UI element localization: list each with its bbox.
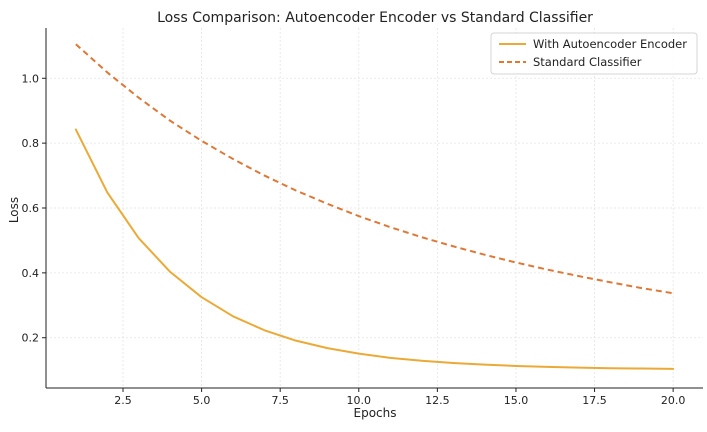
x-tick-label: 17.5 xyxy=(582,394,607,407)
x-tick-label: 7.5 xyxy=(271,394,289,407)
legend-label-standard: Standard Classifier xyxy=(533,55,642,69)
chart-title: Loss Comparison: Autoencoder Encoder vs … xyxy=(157,10,593,26)
x-tick-label: 5.0 xyxy=(193,394,211,407)
y-tick-label: 0.2 xyxy=(22,332,40,345)
y-tick-label: 0.6 xyxy=(22,202,40,215)
y-tick-label: 0.8 xyxy=(22,137,40,150)
x-tick-label: 15.0 xyxy=(504,394,529,407)
y-tick-label: 0.4 xyxy=(22,267,40,280)
x-tick-label: 12.5 xyxy=(425,394,450,407)
legend-label-autoencoder: With Autoencoder Encoder xyxy=(533,37,687,51)
x-tick-label: 2.5 xyxy=(114,394,132,407)
x-tick-label: 20.0 xyxy=(661,394,686,407)
x-axis-title: Epochs xyxy=(354,406,397,420)
y-axis-title: Loss xyxy=(7,197,21,223)
y-tick-label: 1.0 xyxy=(22,72,40,85)
legend: With Autoencoder Encoder Standard Classi… xyxy=(491,33,697,74)
